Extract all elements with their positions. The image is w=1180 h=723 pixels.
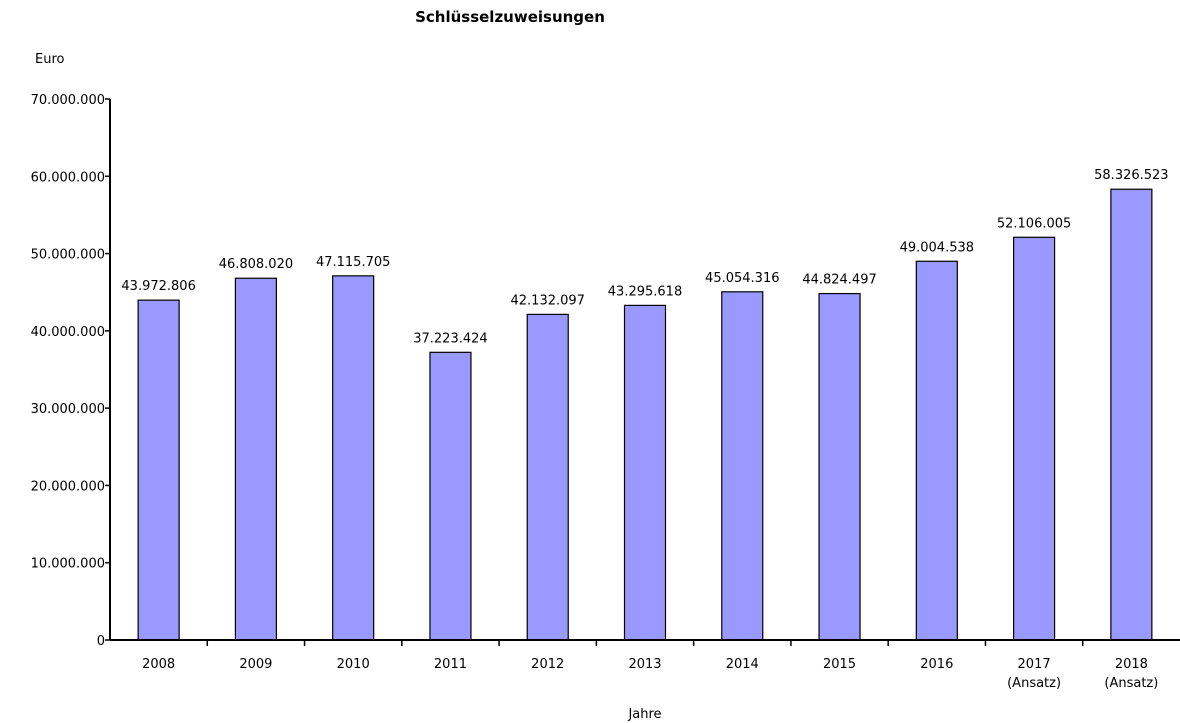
bar-value-label: 42.132.097: [511, 293, 585, 308]
x-tick-label: 2008: [142, 657, 175, 672]
x-tick-label: 2017: [1018, 657, 1051, 672]
x-tick-label: 2009: [239, 657, 272, 672]
bar-value-label: 58.326.523: [1094, 168, 1168, 183]
bar: [526, 313, 569, 641]
bar: [332, 275, 375, 641]
y-axis-label: Euro: [35, 52, 65, 67]
x-tick-label: (Ansatz): [1007, 676, 1061, 691]
bar-value-label: 47.115.705: [316, 255, 390, 270]
bar-value-label: 46.808.020: [219, 257, 293, 272]
bar-value-label: 43.972.806: [121, 279, 195, 294]
bar: [818, 292, 861, 641]
bar: [915, 260, 958, 641]
x-tick-label: 2014: [726, 657, 759, 672]
x-tick-label: 2015: [823, 657, 856, 672]
y-axis-ticks: 0 10.000.000 20.000.000 30.000.000 40.000.00…: [31, 93, 110, 649]
bar-value-label: 44.824.497: [802, 273, 876, 288]
bar: [721, 291, 764, 641]
bar: [137, 299, 180, 641]
bar: [623, 304, 667, 641]
y-tick-label: 10.000.000: [31, 557, 105, 572]
bar: [1012, 236, 1056, 641]
bar-value-label: 49.004.538: [900, 240, 974, 255]
bar-value-label: 37.223.424: [413, 331, 487, 346]
bars-group: 43.972.806 46.808.020 47.115.705 37.223.424…: [121, 168, 1169, 641]
bar: [1110, 188, 1153, 641]
x-tick-label: 2010: [337, 657, 370, 672]
y-tick-label: 0: [97, 634, 105, 649]
y-tick-label: 60.000.000: [31, 170, 105, 185]
y-tick-label: 50.000.000: [31, 248, 105, 263]
y-tick-label: 70.000.000: [31, 93, 105, 108]
bar-value-label: 52.106.005: [997, 216, 1071, 231]
x-tick-label: (Ansatz): [1104, 676, 1158, 691]
x-axis-label: Jahre: [627, 707, 661, 722]
bar: [429, 351, 472, 641]
x-tick-label: 2018: [1115, 657, 1148, 672]
y-tick-label: 30.000.000: [31, 402, 105, 417]
bar-value-label: 45.054.316: [705, 271, 779, 286]
x-tick-label: 2012: [531, 657, 564, 672]
y-tick-label: 40.000.000: [31, 325, 105, 340]
x-tick-label: 2016: [920, 657, 953, 672]
x-tick-label: 2011: [434, 657, 467, 672]
bar-value-label: 43.295.618: [608, 284, 682, 299]
chart-title: Schlüsselzuweisungen: [415, 8, 605, 26]
bar: [234, 277, 278, 641]
x-tick-label: 2013: [628, 657, 661, 672]
y-tick-label: 20.000.000: [31, 479, 105, 494]
x-axis-ticks: 2008 2009 2010 2011 2012 2013 2014 2015 2016 2017…: [142, 640, 1158, 691]
